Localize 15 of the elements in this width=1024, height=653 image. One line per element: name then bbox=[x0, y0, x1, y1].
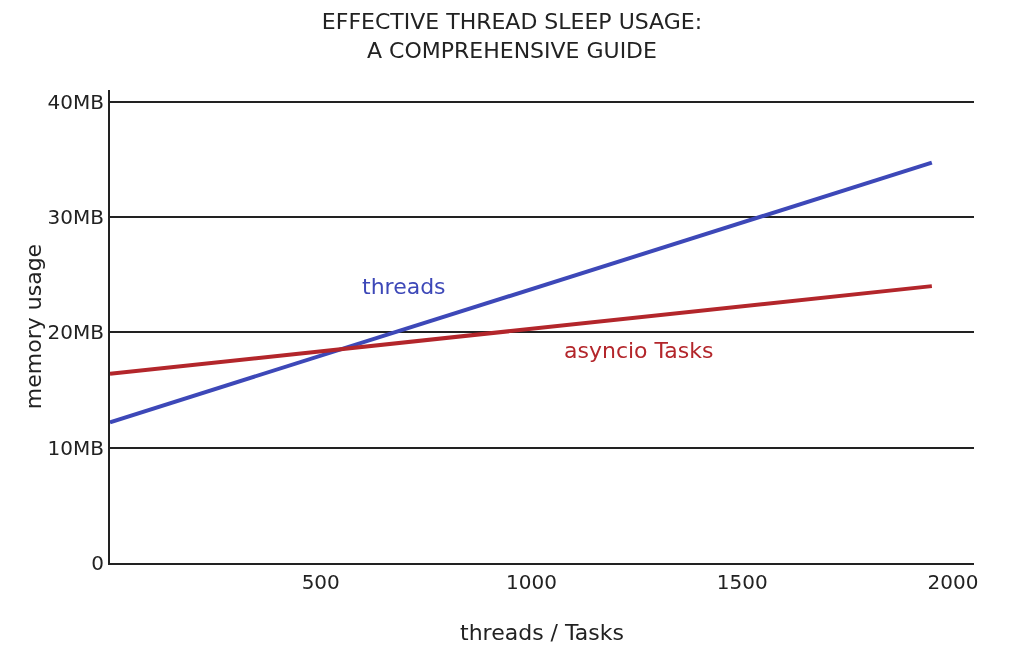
chart-title: EFFECTIVE THREAD SLEEP USAGE: bbox=[321, 9, 703, 35]
series-label: threads bbox=[362, 274, 446, 299]
chart-subtitle: A COMPREHENSIVE GUIDE bbox=[367, 37, 657, 63]
series-label: asyncio Tasks bbox=[564, 338, 714, 363]
x-tick-label: 2000 bbox=[927, 570, 979, 594]
y-tick-label: 40MB bbox=[47, 89, 104, 114]
x-tick-label: 1000 bbox=[506, 570, 557, 594]
x-tick-label: 1500 bbox=[716, 570, 768, 594]
y-tick-label: 10MB bbox=[47, 435, 104, 460]
x-tick-label: 500 bbox=[301, 570, 340, 594]
x-axis-title: threads / Tasks bbox=[460, 620, 624, 645]
y-axis-title: memory usage bbox=[20, 243, 46, 410]
y-tick-label: 20MB bbox=[47, 320, 104, 345]
y-tick-label: 0 bbox=[91, 551, 104, 575]
y-tick-label: 30MB bbox=[47, 204, 104, 229]
